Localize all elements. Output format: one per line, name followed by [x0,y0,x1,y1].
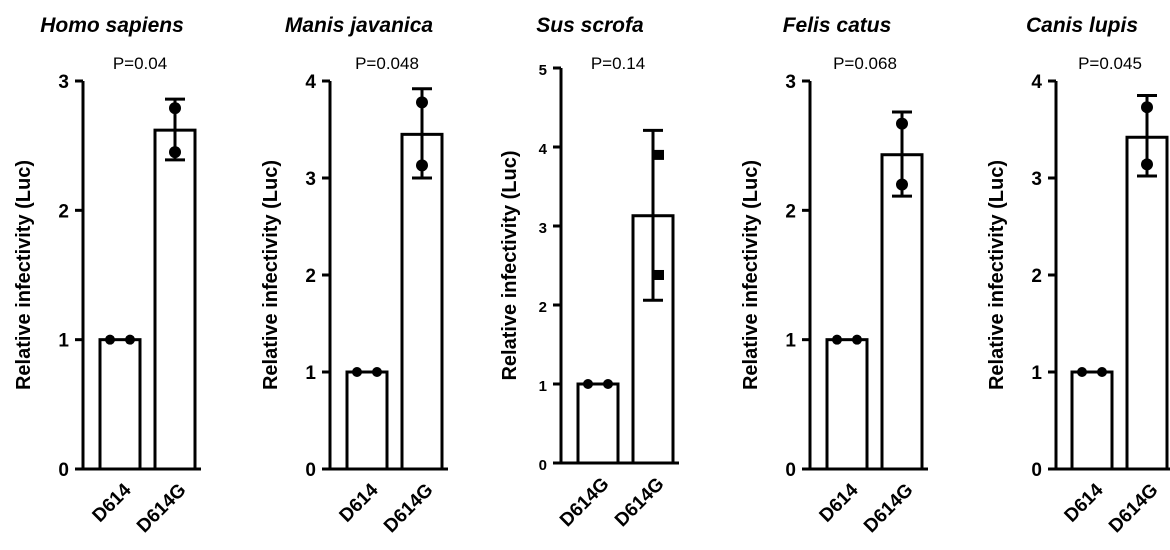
data-point [105,334,115,345]
p-value-label: P=0.04 [113,54,167,73]
y-tick-label: 2 [58,201,69,222]
x-tick-label: D614G [1105,480,1162,537]
y-tick-label: 1 [1031,363,1042,384]
bar [98,338,142,471]
y-axis-label: Relative infectivity (Luc) [499,150,521,380]
data-point [896,117,908,130]
y-tick-label: 4 [305,72,316,93]
y-tick-label: 1 [785,331,796,352]
data-point [654,149,664,160]
bar [1125,135,1169,471]
data-point [416,96,428,109]
x-tick-label: D614 [816,479,863,526]
data-point [416,159,428,172]
chart-title: Sus scrofa [536,14,644,37]
x-tick-label: D614G [380,480,437,537]
y-axis-label: Relative infectivity (Luc) [260,160,282,390]
bar [576,382,620,465]
y-tick-label: 1 [58,331,69,352]
data-point [372,367,382,377]
bar [1070,370,1114,471]
y-tick-label: 2 [785,201,796,222]
data-point [1077,367,1087,377]
x-tick-label: D614 [336,479,383,526]
chart-title: Homo sapiens [40,14,184,37]
x-tick-label: D614G [556,474,613,531]
data-point [852,334,862,345]
bar [153,128,197,471]
y-tick-label: 0 [785,460,796,481]
y-axis-label: Relative infectivity (Luc) [13,160,35,390]
data-point [1141,158,1153,171]
data-point [352,367,362,377]
chart-panel: Manis javanica P=0.048 Relative infectivit… [260,14,448,537]
chart-panel: Felis catus P=0.068 Relative infectivity (… [740,14,928,537]
y-tick-label: 2 [305,266,316,287]
data-point [169,102,181,115]
y-tick-label: 5 [539,62,547,79]
x-tick-label: D614 [89,479,136,526]
data-point [583,379,593,389]
y-tick-label: 2 [1031,266,1042,287]
chart-panel: Canis lupis P=0.045 Relative infectivity (… [986,14,1170,537]
p-value-label: P=0.14 [591,54,645,73]
x-tick-label: D614G [611,474,668,531]
x-tick-label: D614 [1061,479,1108,526]
chart-panel: Sus scrofa P=0.14 Relative infectivity (Lu… [499,14,679,531]
y-tick-label: 1 [305,363,316,384]
y-axis-label: Relative infectivity (Luc) [740,160,762,390]
data-point [169,146,181,159]
y-tick-label: 3 [58,72,69,93]
bar [825,338,869,471]
y-tick-label: 0 [1031,460,1042,481]
data-point [125,334,135,345]
y-tick-label: 3 [785,72,796,93]
data-point [603,379,613,389]
x-tick-label: D614G [133,480,190,537]
bar [345,370,389,471]
y-tick-label: 3 [1031,169,1042,190]
y-tick-label: 4 [539,141,548,158]
bar [400,132,444,471]
chart-title: Canis lupis [1026,14,1138,37]
chart-panel: Homo sapiens P=0.04 Relative infectivity (… [13,14,201,537]
data-point [1097,367,1107,377]
chart-title: Manis javanica [285,14,434,37]
data-point [832,334,842,345]
data-point [654,269,664,280]
data-point [1141,101,1153,114]
y-tick-label: 0 [305,460,316,481]
y-tick-label: 0 [539,457,547,474]
y-tick-label: 0 [58,460,69,481]
y-tick-label: 4 [1031,72,1042,93]
y-axis-label: Relative infectivity (Luc) [986,160,1008,390]
y-tick-label: 3 [305,169,316,190]
data-point [896,178,908,191]
y-tick-label: 1 [539,378,547,395]
y-tick-label: 3 [539,220,547,237]
x-tick-label: D614G [860,480,917,537]
p-value-label: P=0.068 [833,54,897,73]
p-value-label: P=0.048 [355,54,419,73]
bar [880,153,924,471]
p-value-label: P=0.045 [1078,54,1142,73]
chart-title: Felis catus [783,14,892,37]
y-tick-label: 2 [539,299,547,316]
